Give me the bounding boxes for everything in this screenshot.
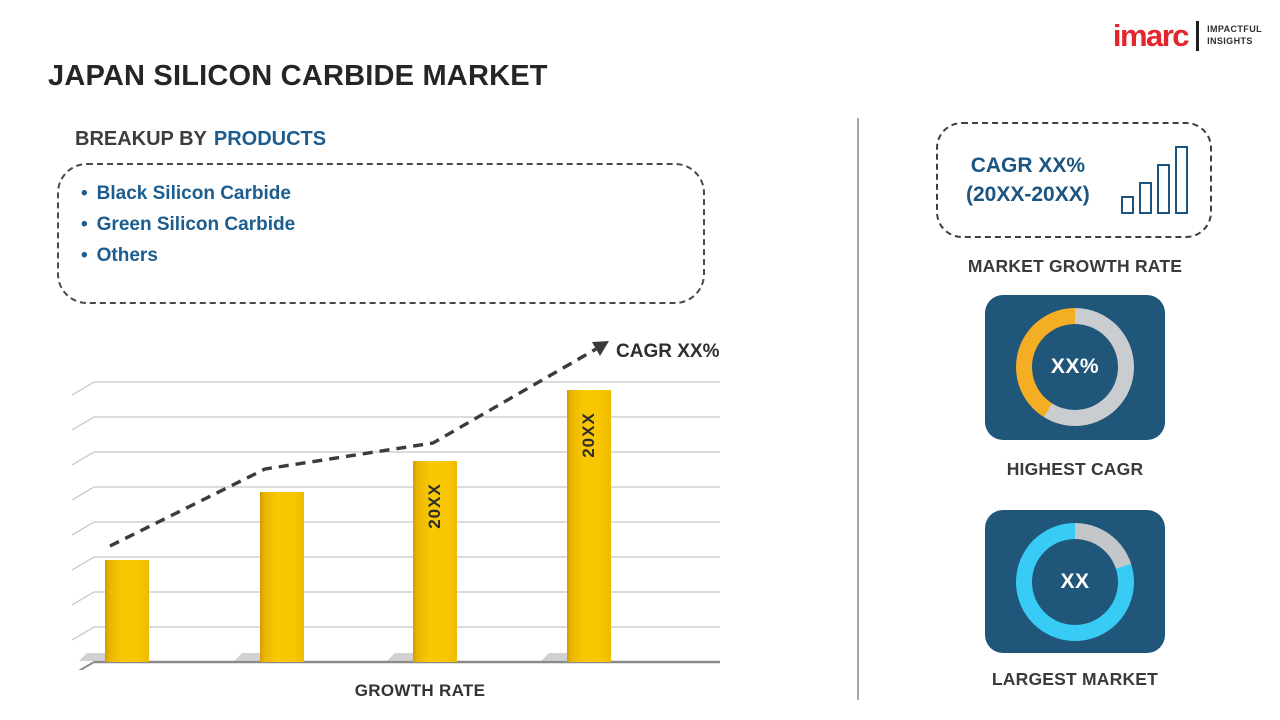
donut-hole — [1032, 324, 1118, 410]
section-divider — [857, 118, 859, 700]
bullet-icon: • — [81, 213, 88, 235]
page-title: JAPAN SILICON CARBIDE MARKET — [48, 60, 548, 92]
bar-chart-icon — [1121, 146, 1188, 214]
list-item: • Green Silicon Carbide — [81, 209, 703, 240]
highest-cagr-tile: XX% — [985, 295, 1165, 440]
chart-bars-layer: 20XX 20XX — [68, 330, 728, 670]
logo-tagline-line2: INSIGHTS — [1207, 35, 1253, 46]
largest-market-value: XX — [1060, 570, 1090, 593]
bullet-icon: • — [81, 244, 88, 266]
chart-bar: 20XX — [413, 461, 457, 662]
imarc-logo-wordmark: imarc — [1112, 18, 1190, 53]
logo-tagline: IMPACTFUL INSIGHTS — [1207, 24, 1262, 47]
bar-year-label: 20XX — [425, 483, 444, 529]
breakup-heading-highlight: PRODUCTS — [213, 128, 327, 150]
cagr-summary-text: CAGR XX% (20XX-20XX) — [966, 151, 1090, 210]
cagr-line1: CAGR XX% — [970, 153, 1086, 177]
imarc-logo: imarc IMPACTFUL INSIGHTS — [1113, 20, 1262, 51]
cagr-line2: (20XX-20XX) — [966, 183, 1090, 206]
list-item-label: Green Silicon Carbide — [96, 213, 296, 235]
bar-year-label: 20XX — [579, 412, 598, 458]
cagr-trend-label: CAGR XX% — [616, 341, 720, 362]
chart-bar — [105, 560, 149, 662]
list-item-label: Others — [96, 244, 158, 266]
list-item-label: Black Silicon Carbide — [96, 182, 291, 204]
market-growth-rate-label: MARKET GROWTH RATE — [967, 256, 1183, 276]
largest-market-donut-chart: XX — [1016, 523, 1134, 641]
growth-rate-chart: 20XX 20XX — [68, 330, 728, 670]
chart-xaxis-label: GROWTH RATE — [354, 681, 486, 700]
largest-market-tile: XX — [985, 510, 1165, 653]
products-list-box: • Black Silicon Carbide • Green Silicon … — [57, 163, 705, 304]
chart-bar — [260, 492, 304, 662]
list-item: • Others — [81, 240, 703, 271]
highest-cagr-label: HIGHEST CAGR — [1006, 459, 1144, 479]
breakup-heading-prefix: BREAKUP BY — [75, 128, 207, 150]
cagr-summary-box: CAGR XX% (20XX-20XX) — [936, 122, 1212, 238]
chart-bar: 20XX — [567, 390, 611, 662]
largest-market-label: LARGEST MARKET — [991, 669, 1159, 689]
highest-cagr-donut-chart: XX% — [1016, 308, 1134, 426]
highest-cagr-value: XX% — [1050, 355, 1100, 378]
logo-divider — [1196, 20, 1200, 51]
donut-hole — [1032, 539, 1118, 625]
breakup-heading: BREAKUP BY PRODUCTS — [75, 128, 326, 151]
list-item: • Black Silicon Carbide — [81, 178, 703, 209]
bullet-icon: • — [81, 182, 88, 204]
logo-tagline-line1: IMPACTFUL — [1207, 24, 1262, 35]
